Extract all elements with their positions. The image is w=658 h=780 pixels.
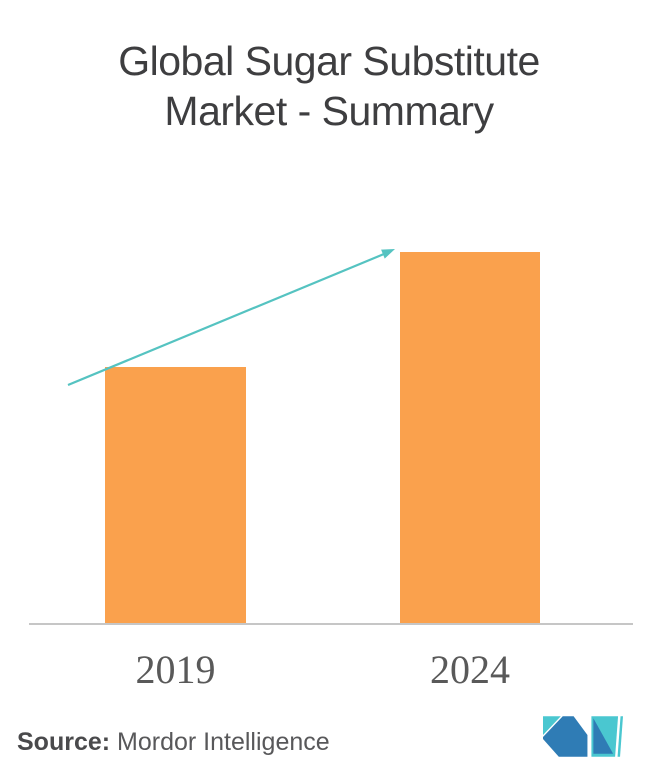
trend-arrow-head <box>381 249 395 259</box>
trend-arrow-line <box>67 252 385 387</box>
logo-blue-band <box>543 716 588 757</box>
logo-teal-ibar <box>617 716 623 757</box>
source-attribution: Source: Mordor Intelligence <box>17 728 330 757</box>
x-axis-line <box>29 623 633 625</box>
mordor-intelligence-logo <box>543 716 623 757</box>
x-tick-label-2024: 2024 <box>430 647 510 692</box>
chart-title-line2: Market - Summary <box>164 88 494 134</box>
source-value: Mordor Intelligence <box>117 728 330 756</box>
chart-title-line1: Global Sugar Substitute <box>118 38 540 84</box>
logo-blue-triangle <box>593 718 614 754</box>
logo-teal-triangle <box>543 716 561 736</box>
chart-title: Global Sugar Substitute Market - Summary <box>0 36 658 136</box>
source-label: Source: <box>17 728 111 756</box>
bar-2019 <box>105 367 246 623</box>
x-tick-label-2019: 2019 <box>135 647 216 692</box>
bar-2024 <box>400 252 540 623</box>
